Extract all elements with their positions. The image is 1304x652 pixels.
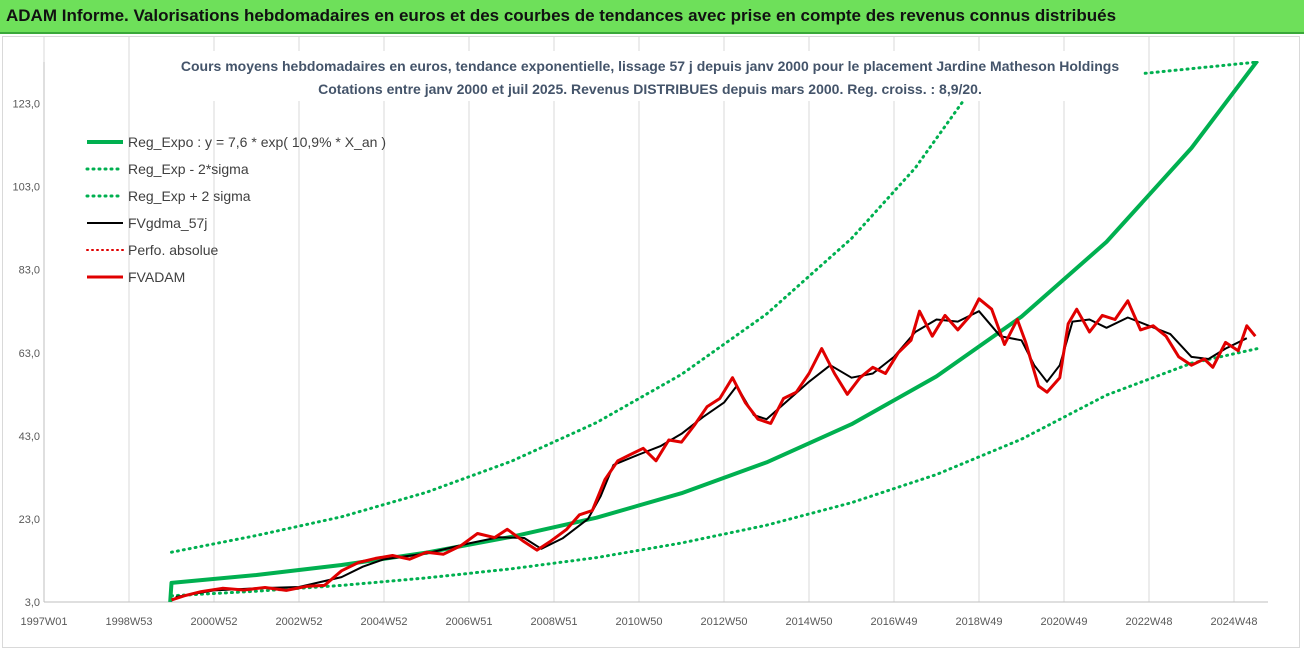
- y-tick-label: 103,0: [12, 182, 40, 194]
- chart-frame: 3,0 23,0 43,0 63,0 83,0 103,0 123,0 1997W01 1998…: [2, 36, 1300, 648]
- x-tick-label: 2014W50: [785, 616, 832, 628]
- report-title: ADAM Informe. Valorisations hebdomadaire…: [6, 6, 1117, 25]
- x-tick-label: 1998W53: [105, 616, 152, 628]
- y-tick-label: 43,0: [19, 431, 40, 443]
- y-tick-label: 23,0: [19, 514, 40, 526]
- series-line-1: [170, 347, 1259, 598]
- x-tick-label: 2004W52: [360, 616, 407, 628]
- legend-label-5: FVADAM: [128, 269, 185, 285]
- x-tick-label: 2020W49: [1040, 616, 1087, 628]
- x-tick-label: 2016W49: [870, 616, 917, 628]
- report-banner: ADAM Informe. Valorisations hebdomadaire…: [0, 0, 1304, 34]
- chart-title-line1: Cours moyens hebdomadaires en euros, ten…: [181, 58, 1119, 74]
- y-tick-label: 83,0: [19, 265, 40, 277]
- x-tick-label: 2018W49: [955, 616, 1002, 628]
- y-tick-label: 63,0: [19, 348, 40, 360]
- chart-title-line2: Cotations entre janv 2000 et juil 2025. …: [318, 81, 982, 97]
- y-tick-label: 3,0: [25, 597, 40, 609]
- series-line-0: [168, 61, 1259, 602]
- x-tick-label: 2000W52: [190, 616, 237, 628]
- legend-label-1: Reg_Exp - 2*sigma: [128, 161, 249, 177]
- y-tick-label: 123,0: [12, 99, 40, 111]
- x-tick-label: 2010W50: [615, 616, 662, 628]
- legend-label-3: FVgdma_57j: [128, 215, 207, 231]
- x-tick-label: 1997W01: [20, 616, 67, 628]
- x-tick-label: 2006W51: [445, 616, 492, 628]
- x-tick-label: 2024W48: [1210, 616, 1257, 628]
- x-tick-label: 2022W48: [1125, 616, 1172, 628]
- title-background: [159, 51, 1143, 101]
- legend-label-2: Reg_Exp + 2 sigma: [128, 188, 251, 204]
- series-line-3: [175, 310, 1248, 598]
- x-tick-label: 2008W51: [530, 616, 577, 628]
- x-tick-label: 2012W50: [700, 616, 747, 628]
- legend-label-0: Reg_Expo : y = 7,6 * exp( 10,9% * X_an ): [128, 134, 386, 150]
- series-line-2: [170, 61, 1259, 554]
- legend-label-4: Perfo. absolue: [128, 242, 218, 258]
- series-line-5: [171, 297, 1257, 602]
- x-tick-label: 2002W52: [275, 616, 322, 628]
- line-chart: 3,0 23,0 43,0 63,0 83,0 103,0 123,0 1997W01 1998…: [12, 37, 1268, 628]
